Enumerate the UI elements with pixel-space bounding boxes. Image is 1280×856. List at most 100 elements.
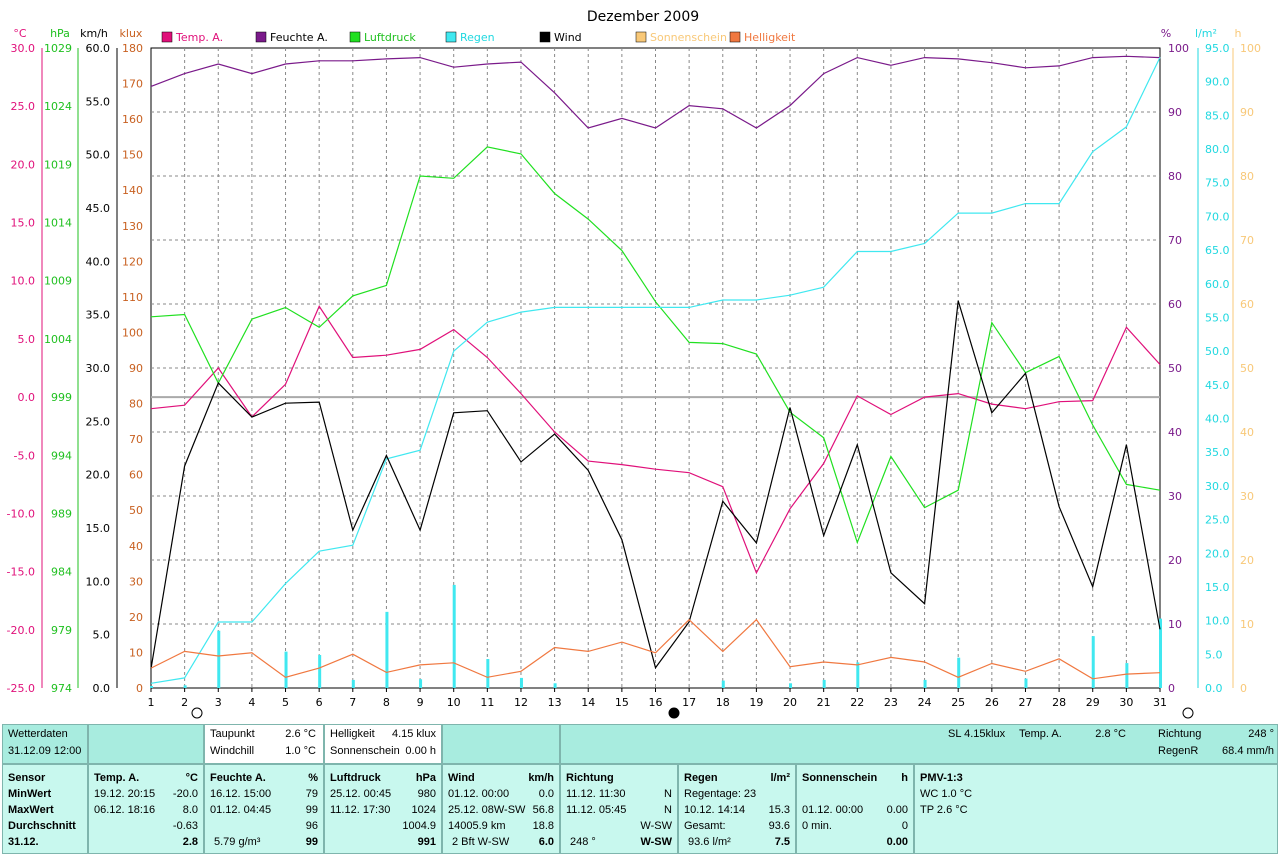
tick-label-pressure: 1009: [44, 275, 72, 288]
axis-unit-pressure: hPa: [50, 27, 70, 40]
helligkeit-value: 4.15 klux: [391, 728, 436, 740]
x-tick-label: 7: [349, 696, 356, 709]
feuchte-max-value: 99: [305, 804, 318, 816]
tick-label-sun: 0: [1240, 682, 1247, 695]
luftdruck-unit: hPa: [415, 772, 436, 784]
tick-label-klux: 180: [122, 42, 143, 55]
x-tick-label: 8: [383, 696, 390, 709]
x-tick-label: 17: [682, 696, 696, 709]
tick-label-rain: 40.0: [1205, 413, 1230, 426]
regen-current-value: 7.5: [774, 836, 790, 848]
rain-bar: [1125, 663, 1129, 688]
x-tick-label: 21: [817, 696, 831, 709]
richtung-max-date: 11.12. 05:45: [566, 804, 627, 816]
tick-label-klux: 150: [122, 149, 143, 162]
x-tick-label: 16: [649, 696, 663, 709]
wetterdaten-label: Wetterdaten: [8, 728, 68, 740]
luftdruck-avg-value: 1004.9: [402, 820, 436, 832]
luftdruck-max-date: 11.12. 17:30: [330, 804, 391, 816]
richtung-label: Richtung: [1158, 728, 1202, 740]
windchill-value: 1.0 °C: [285, 745, 316, 757]
x-tick-label: 15: [615, 696, 629, 709]
sonne-unit: h: [901, 772, 908, 784]
x-tick-label: 11: [480, 696, 494, 709]
tick-label-wind: 55.0: [86, 95, 111, 108]
series-line-luftdruck: [150, 146, 1161, 545]
stats-feuchte: [204, 764, 324, 854]
rain-bar: [284, 651, 288, 688]
tick-label-klux: 110: [122, 291, 143, 304]
tick-label-rain: 5.0: [1205, 648, 1223, 661]
tick-label-wind: 5.0: [93, 629, 111, 642]
wetterdaten-datetime: 31.12.09 12:00: [8, 745, 82, 757]
rain-bar: [318, 654, 322, 688]
tick-label-pressure: 1004: [44, 333, 72, 346]
tick-label-pressure: 979: [51, 624, 72, 637]
series-lines: [150, 55, 1161, 684]
rain-bar: [150, 685, 153, 688]
tick-label-pressure: 994: [51, 449, 72, 462]
tick-label-temp: 25.0: [11, 100, 36, 113]
pmv-taupunkt: TP 2.6 °C: [920, 804, 968, 816]
axis-unit-wind: km/h: [80, 27, 108, 40]
tick-label-pressure: 1014: [44, 217, 72, 230]
pmv-windchill: WC 1.0 °C: [920, 788, 973, 800]
tick-label-sun: 70: [1240, 234, 1254, 247]
axes: 30.0 25.0 20.0 15.0 10.0 5.0 0.0 -5.0 -10.0 -15.0…: [7, 27, 1261, 695]
tick-label-temp: -20.0: [7, 624, 35, 637]
x-tick-label: 5: [282, 696, 289, 709]
x-tick-label: 27: [1018, 696, 1032, 709]
sensor-header: Sensor: [8, 772, 46, 784]
tick-label-wind: 60.0: [86, 42, 111, 55]
tick-label-rain: 55.0: [1205, 311, 1230, 324]
rain-bar: [923, 679, 927, 688]
x-tick-label: 19: [749, 696, 763, 709]
tick-label-sun: 30: [1240, 490, 1254, 503]
x-tick-label: 9: [417, 696, 424, 709]
tick-label-klux: 80: [129, 398, 143, 411]
tick-label-temp: 20.0: [11, 158, 36, 171]
info-box-current: [560, 724, 1278, 764]
x-tick-label: 30: [1119, 696, 1133, 709]
x-tick-label: 29: [1086, 696, 1100, 709]
sonne-max-value: 0.00: [886, 804, 908, 816]
tick-label-temp: 30.0: [11, 42, 36, 55]
tick-label-rain: 60.0: [1205, 278, 1230, 291]
regenr-label: RegenR: [1158, 745, 1199, 757]
tick-label-klux: 60: [129, 469, 143, 482]
tick-label-klux: 100: [122, 326, 143, 339]
moon-icon-new: [668, 707, 680, 719]
tick-label-temp: -25.0: [7, 682, 35, 695]
luftdruck-min-value: 980: [417, 788, 436, 800]
series-line-temp-a-: [150, 305, 1161, 575]
tick-label-rain: 30.0: [1205, 480, 1230, 493]
tick-label-rain: 25.0: [1205, 514, 1230, 527]
pmv-header: PMV-1:3: [920, 772, 963, 784]
x-tick-label: 25: [951, 696, 965, 709]
tick-label-humidity: 100: [1168, 42, 1189, 55]
tick-label-humidity: 30: [1168, 490, 1182, 503]
x-tick-label: 26: [985, 696, 999, 709]
richtung-avg-value: W-SW: [640, 820, 672, 832]
tick-label-rain: 90.0: [1205, 76, 1230, 89]
tick-label-rain: 75.0: [1205, 177, 1230, 190]
tick-label-wind: 20.0: [86, 469, 111, 482]
moon-phases: [191, 707, 1194, 719]
luftdruck-header: Luftdruck: [330, 772, 381, 784]
tick-label-temp: 10.0: [11, 275, 36, 288]
x-tick-label: 6: [316, 696, 323, 709]
legend: Temp. A. Feuchte A. Luftdruck Regen Wind Sonn…: [161, 31, 796, 44]
regen-gesamt-label: Gesamt:: [684, 820, 726, 832]
tick-label-temp: 5.0: [18, 333, 36, 346]
tick-label-humidity: 70: [1168, 234, 1182, 247]
legend-label: Temp. A.: [175, 31, 223, 44]
info-box-helligkeit: [324, 724, 442, 764]
feuchte-avg-value: 96: [305, 820, 318, 832]
wind-current-value: 6.0: [538, 836, 554, 848]
regen-max-date: 10.12. 14:14: [684, 804, 746, 816]
tick-label-humidity: 10: [1168, 618, 1182, 631]
x-tick-label: 18: [716, 696, 730, 709]
legend-swatch: [161, 31, 173, 43]
moon-icon-full: [191, 707, 203, 719]
chart-title: Dezember 2009: [587, 9, 699, 25]
